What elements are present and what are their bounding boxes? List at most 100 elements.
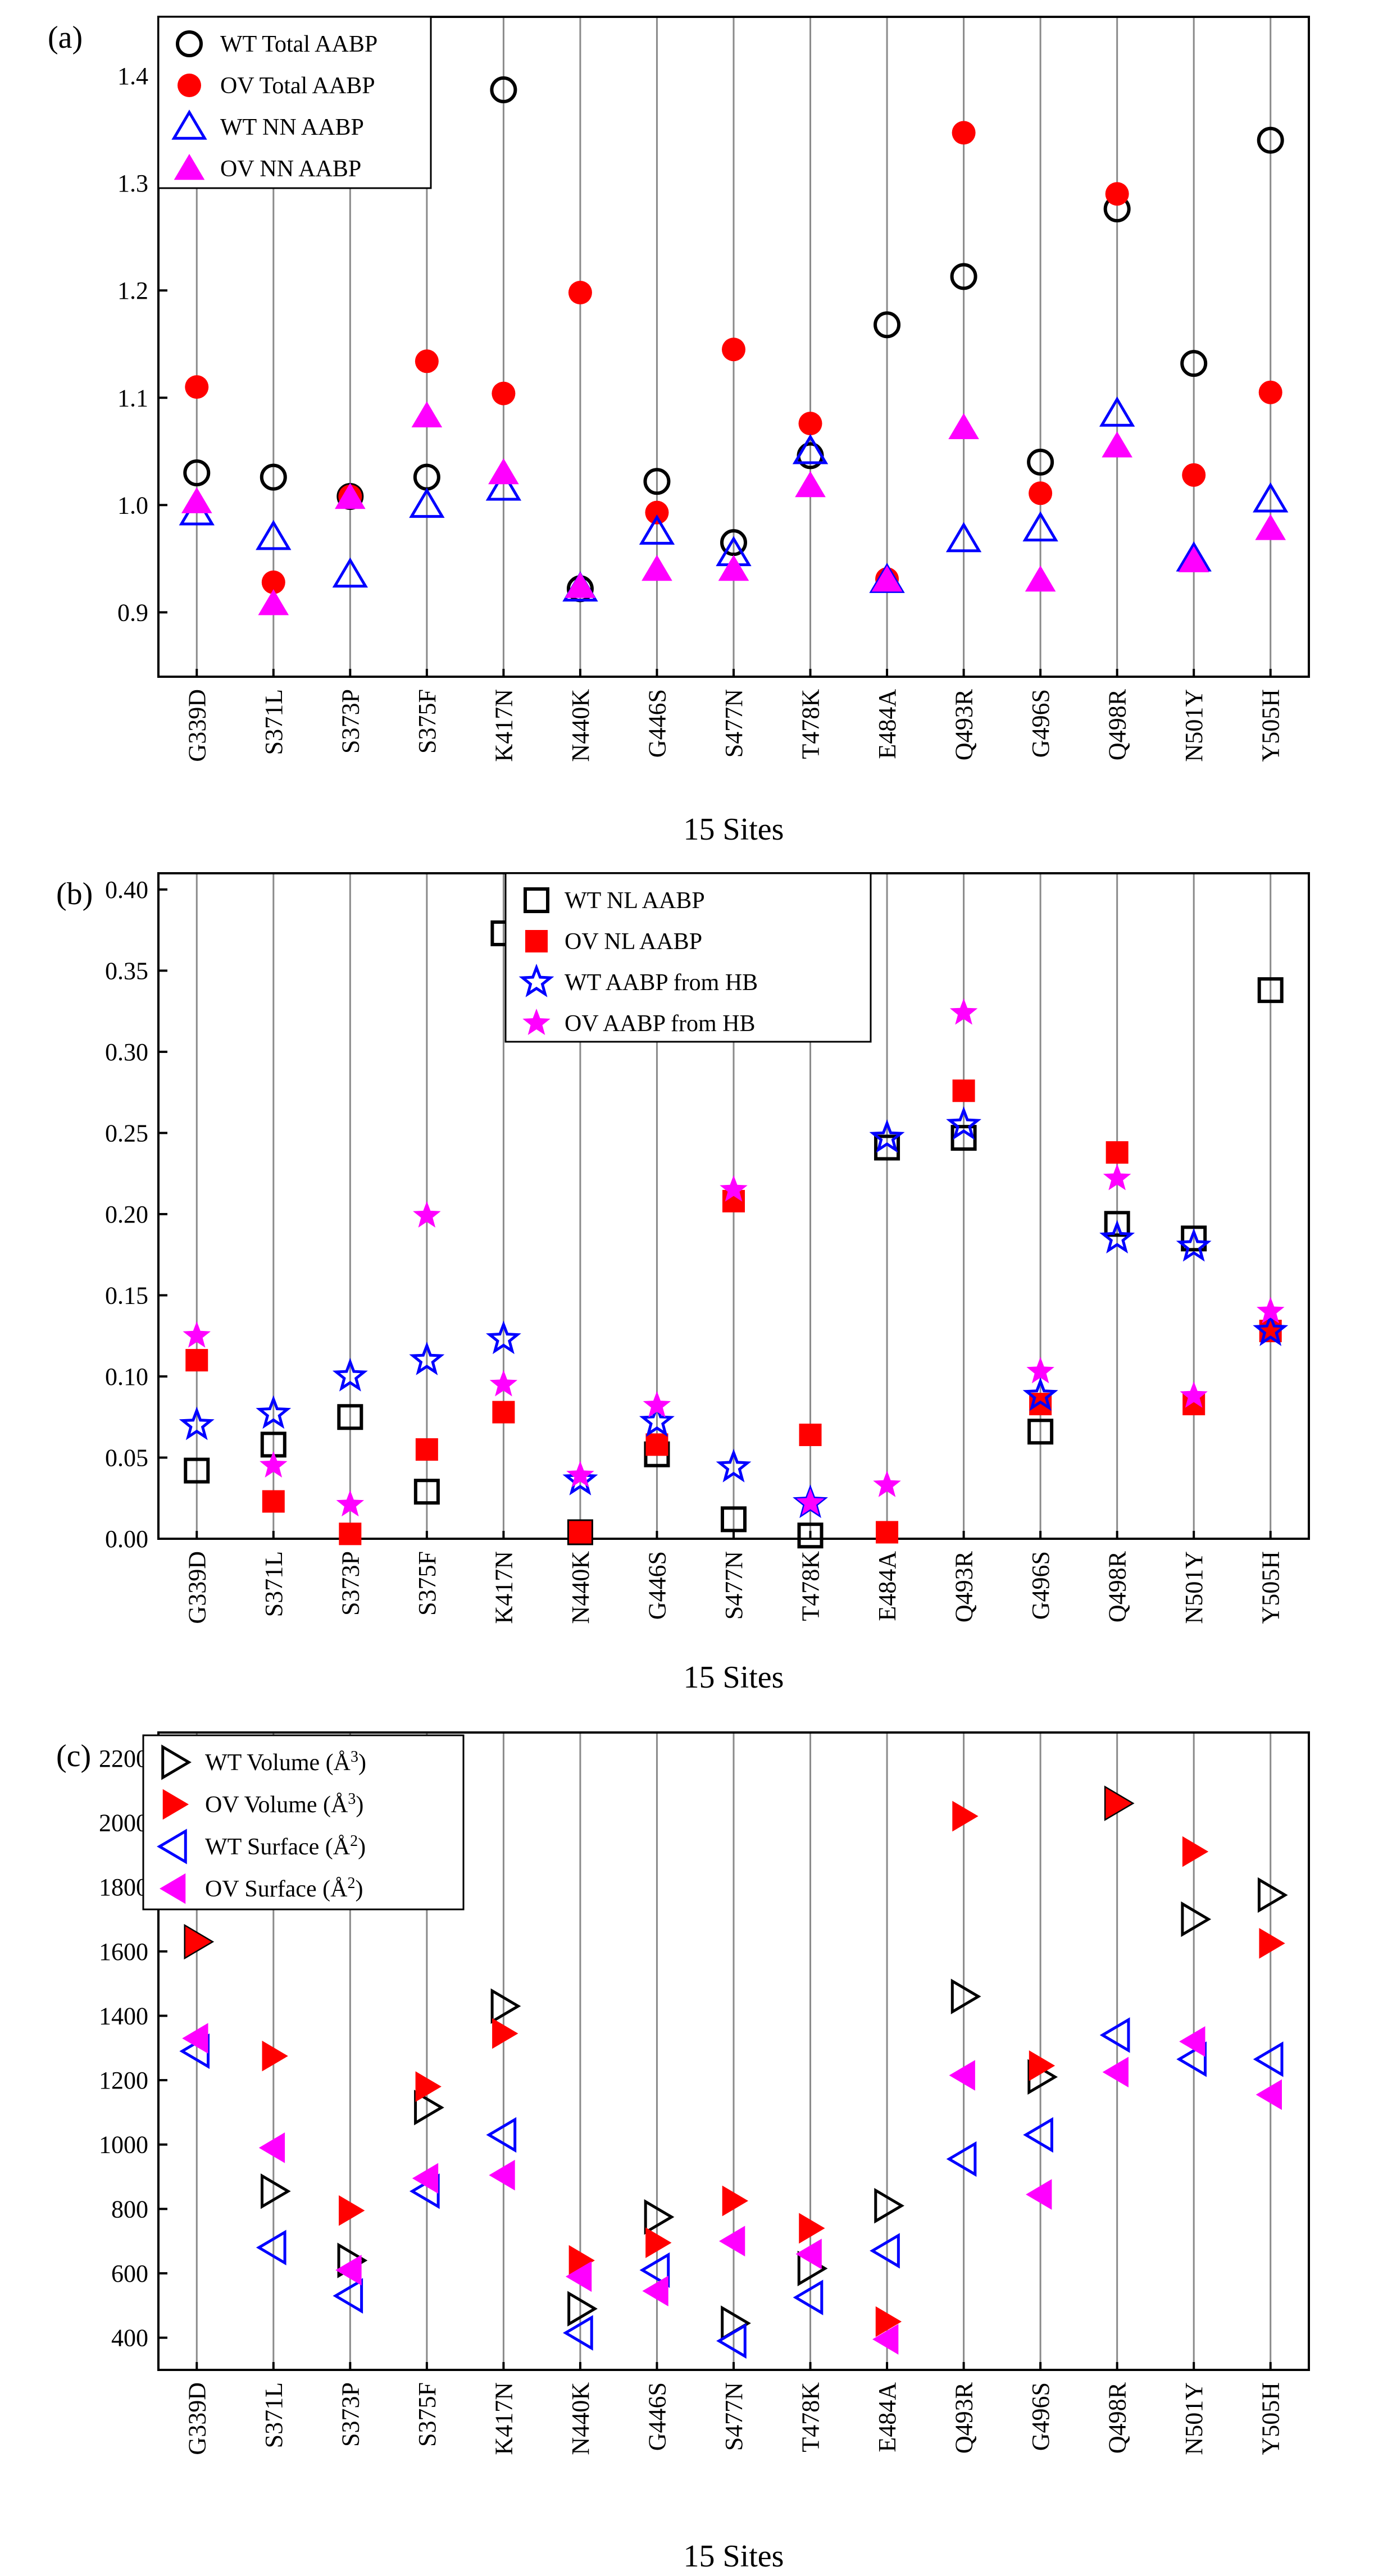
data-point — [262, 1490, 285, 1513]
x-tick-label: N501Y — [1180, 689, 1208, 762]
data-point — [1102, 431, 1132, 458]
data-point — [183, 1321, 211, 1348]
data-point — [409, 1342, 445, 1375]
x-tick-label: Q498R — [1104, 2382, 1131, 2454]
y-tick-label: 0.9 — [117, 599, 148, 626]
y-tick-label: 1400 — [99, 2002, 148, 2030]
data-point — [639, 1403, 675, 1437]
data-point — [568, 281, 592, 305]
legend-entry: WT Volume (Å3) — [205, 1748, 366, 1776]
legend-entry: OV NL AABP — [565, 929, 702, 955]
data-point — [870, 2233, 900, 2269]
data-point — [1257, 1877, 1288, 1913]
panel-label: (c) — [56, 1739, 91, 1773]
x-tick-label: T478K — [797, 2382, 825, 2452]
data-point — [639, 2252, 670, 2288]
data-point — [1253, 482, 1289, 513]
x-tick-label: S375F — [413, 2382, 441, 2447]
x-tick-label: S373P — [336, 2382, 364, 2447]
data-point — [1258, 380, 1282, 404]
data-point — [261, 2173, 291, 2209]
data-point — [181, 487, 212, 513]
series-ov-surface — [182, 2023, 1282, 2355]
data-point — [412, 2163, 439, 2194]
data-point — [796, 1488, 825, 1515]
data-point — [1253, 1312, 1289, 1346]
data-point — [874, 1134, 900, 1161]
y-tick-label: 1.3 — [117, 170, 148, 197]
data-point — [415, 349, 439, 373]
legend: WT Total AABP OV Total AABP WT NN AABP OV N… — [157, 16, 432, 189]
legend-box — [142, 1734, 465, 1911]
series-ov-nn-aabp — [181, 401, 1286, 615]
data-point — [874, 2187, 904, 2224]
data-point — [566, 1461, 594, 1488]
x-tick-label: S375F — [413, 1551, 441, 1616]
y-tick-label: 1.2 — [117, 277, 148, 304]
data-point — [179, 1406, 215, 1440]
x-tick-label: N440K — [567, 689, 594, 762]
legend-entry: WT AABP from HB — [565, 970, 758, 996]
legend-marker — [524, 887, 549, 913]
x-tick-label: E484A — [874, 689, 901, 759]
data-point — [184, 1457, 210, 1484]
data-point — [489, 2159, 515, 2191]
legend-marker — [157, 1829, 187, 1864]
data-point — [258, 589, 289, 615]
x-tick-label: G446S — [643, 1551, 671, 1620]
data-point — [946, 1106, 981, 1140]
data-point — [644, 2199, 675, 2235]
x-tick-label: S373P — [336, 689, 364, 754]
x-tick-label: S371L — [260, 1551, 288, 1617]
x-axis-title: 15 Sites — [684, 812, 784, 847]
data-point — [568, 2245, 595, 2276]
x-tick-label: G496S — [1027, 1551, 1054, 1620]
panel-b: 0.00 0.05 0.10 0.15 0.20 0.25 0.30 0.35 0.40 G339… — [56, 872, 1310, 1695]
x-tick-label: G496S — [1027, 2382, 1054, 2451]
y-tick-label: 600 — [111, 2260, 148, 2287]
data-point — [1180, 350, 1208, 377]
x-tick-label: Q493R — [950, 2382, 978, 2454]
data-point — [1179, 2026, 1205, 2057]
data-point — [492, 1401, 515, 1424]
y-tick-label: 1200 — [99, 2067, 148, 2094]
data-point — [952, 1079, 975, 1102]
data-point — [489, 1370, 518, 1397]
data-point — [258, 2132, 285, 2163]
data-point — [869, 1119, 905, 1153]
data-point — [335, 2254, 362, 2286]
data-point — [642, 554, 672, 581]
data-point — [716, 2323, 747, 2359]
y-tick-label: 400 — [111, 2324, 148, 2352]
x-axis-title: 15 Sites — [684, 1660, 784, 1695]
data-point — [799, 2213, 825, 2244]
data-point — [413, 1479, 440, 1505]
data-point — [332, 557, 369, 588]
data-point — [1025, 566, 1056, 592]
data-point — [183, 459, 211, 486]
data-point — [182, 2023, 208, 2054]
legend-marker — [176, 30, 203, 57]
data-point — [945, 522, 982, 553]
y-tick-label: 0.10 — [105, 1363, 148, 1390]
data-point — [948, 413, 979, 440]
data-point — [871, 566, 903, 592]
series-wt-aabp-from-hb — [179, 1106, 1289, 1519]
y-tick-label: 1000 — [99, 2131, 148, 2159]
data-point — [1182, 463, 1206, 487]
x-tick-label: Q498R — [1104, 1551, 1131, 1622]
legend: WT NL AABP OV NL AABP WT AABP from HB OV AA… — [504, 872, 872, 1043]
x-tick-label: E484A — [874, 1551, 901, 1621]
data-point — [1106, 1141, 1129, 1164]
data-point — [950, 1125, 977, 1151]
data-point — [721, 1506, 747, 1533]
x-tick-label: Q493R — [950, 1551, 978, 1622]
data-point — [1099, 2017, 1130, 2053]
legend-entry: WT Total AABP — [220, 31, 377, 57]
legend-marker — [160, 1873, 186, 1904]
data-point — [490, 76, 517, 103]
data-point — [876, 1521, 899, 1544]
data-point — [1182, 1836, 1209, 1867]
legend-entry: OV Surface (Å2) — [205, 1875, 363, 1903]
data-point — [262, 2040, 288, 2072]
